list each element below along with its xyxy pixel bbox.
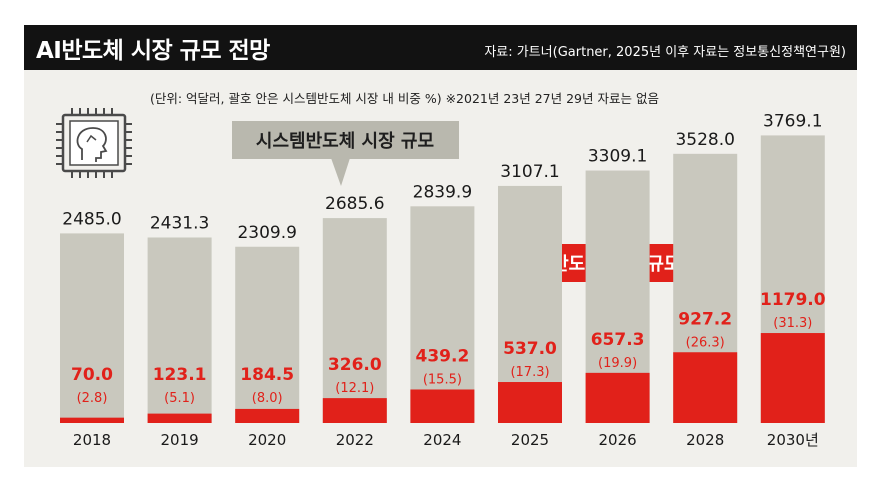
x-tick-label: 2022 [336,431,374,449]
system-value-label: 3769.1 [763,111,822,131]
x-tick-label: 2026 [599,431,637,449]
ai-value-label: 927.2 [678,309,732,329]
ai-bar [410,389,475,423]
x-tick-label: 2018 [73,431,111,449]
x-tick-label: 2028 [686,431,724,449]
ai-value-label: 326.0 [328,355,382,375]
ai-bar [760,333,825,423]
ai-value-label: 184.5 [240,365,294,385]
unit-note: (단위: 억달러, 괄호 안은 시스템반도체 시장 내 비중 %) ※2021년… [150,91,659,106]
x-tick-label: 2030년 [767,431,819,449]
x-tick-label: 2024 [423,431,461,449]
ai-bar [235,408,300,423]
x-tick-label: 2025 [511,431,549,449]
ai-value-label: 657.3 [591,330,645,350]
system-callout-label: 시스템반도체 시장 규모 [256,131,434,152]
system-bar [235,246,300,423]
system-bar [410,206,475,423]
share-label: (26.3) [686,335,725,350]
ai-bar [147,413,212,423]
ai-bar [322,398,387,423]
system-value-label: 2839.9 [413,182,472,202]
ai-value-label: 439.2 [416,346,470,366]
share-label: (5.1) [164,391,195,406]
share-label: (8.0) [252,391,283,406]
x-tick-label: 2019 [161,431,199,449]
system-bar [60,233,124,423]
share-label: (15.5) [423,372,462,387]
share-label: (12.1) [335,381,374,396]
share-label: (17.3) [510,365,549,380]
system-value-label: 3528.0 [675,130,734,150]
ai-value-label: 537.0 [503,339,557,359]
system-callout: 시스템반도체 시장 규모 [232,121,459,186]
chart-title: AI반도체 시장 규모 전망 [36,38,270,64]
ai-value-label: 1179.0 [760,290,826,310]
ai-bar [585,372,650,423]
system-value-label: 2485.0 [62,209,121,229]
share-label: (31.3) [773,316,812,331]
header-bar [24,25,857,70]
ai-bar [673,352,738,423]
system-value-label: 3107.1 [500,162,559,182]
ai-chip-icon [56,108,132,178]
ai-value-label: 123.1 [153,365,207,385]
share-label: (19.9) [598,356,637,371]
system-value-label: 2309.9 [237,223,296,243]
ai-bar [498,382,562,423]
ai-value-label: 70.0 [71,365,113,385]
source-note: 자료: 가트너(Gartner, 2025년 이후 자료는 정보통신정책연구원) [484,45,846,60]
system-bar [147,237,212,423]
system-value-label: 2685.6 [325,194,384,214]
system-value-label: 2431.3 [150,213,209,233]
system-value-label: 3309.1 [588,147,647,167]
system-bar [322,218,387,423]
ai-bar [60,417,124,423]
x-tick-label: 2020 [248,431,286,449]
share-label: (2.8) [77,391,108,406]
